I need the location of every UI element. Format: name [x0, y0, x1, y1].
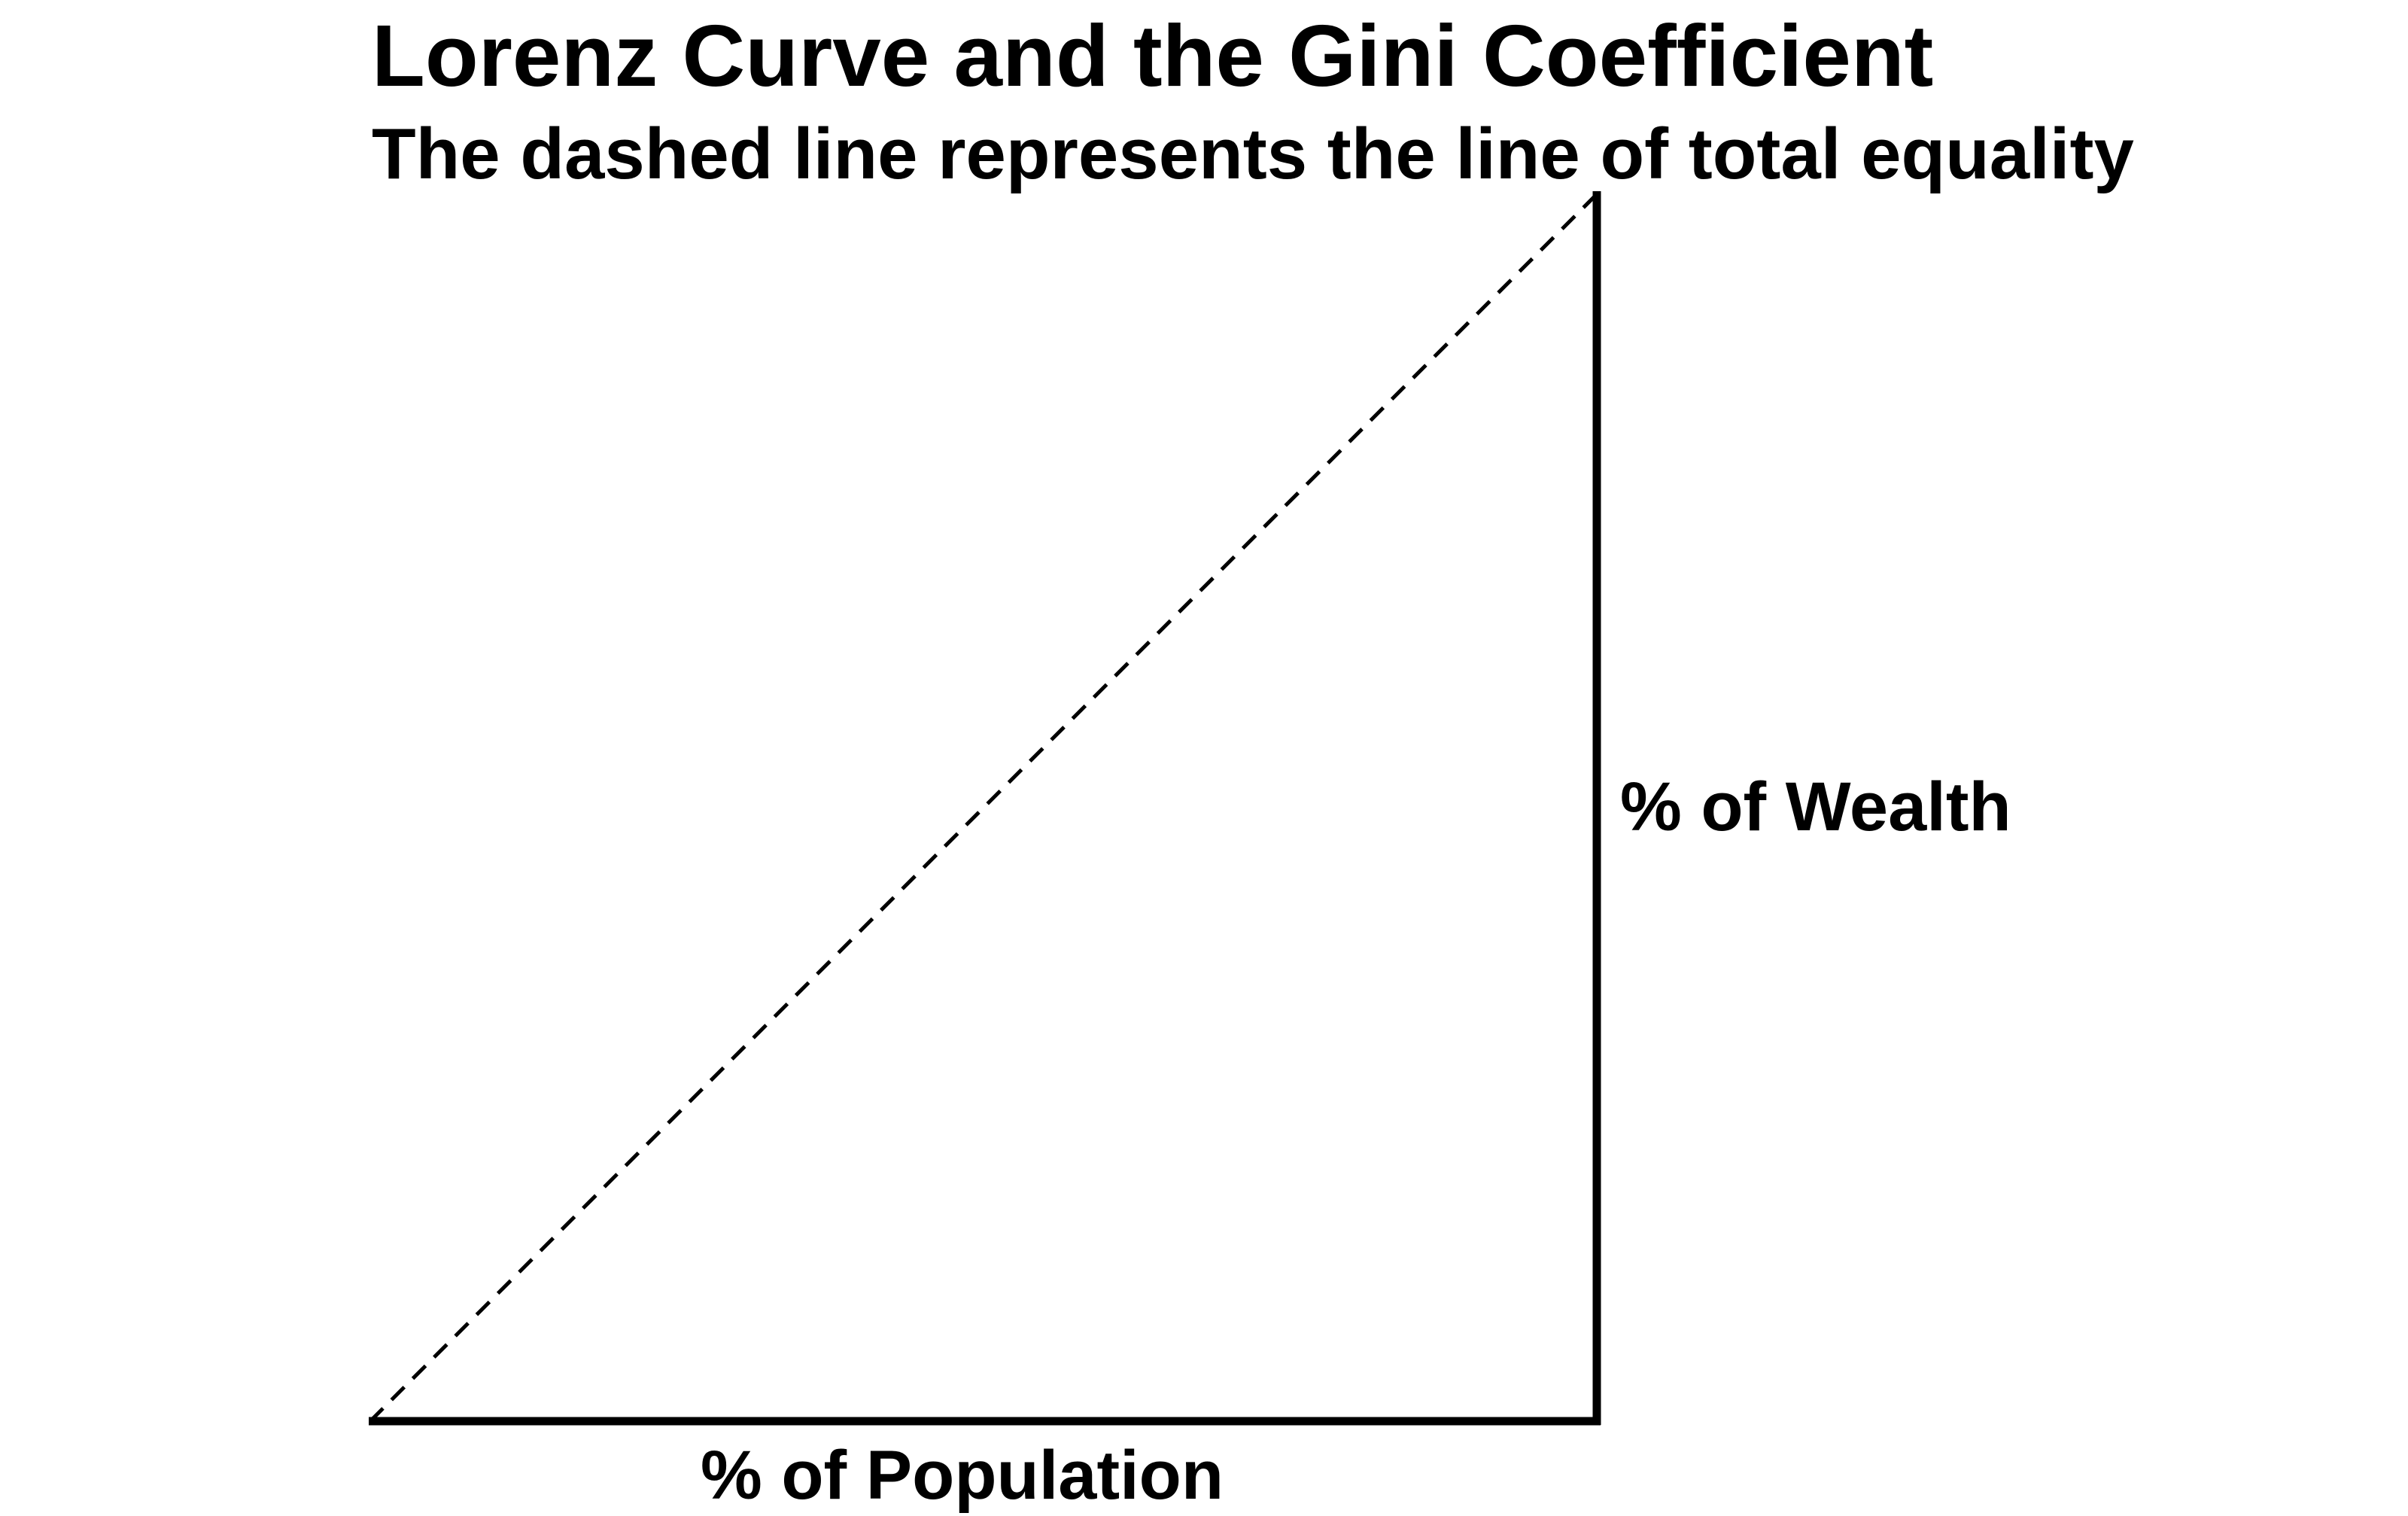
- diagram-subtitle: The dashed line represents the line of t…: [372, 114, 2134, 194]
- y-axis-label: % of Wealth: [1620, 769, 2011, 845]
- diagram-title: Lorenz Curve and the Gini Coefficient: [372, 7, 1934, 105]
- x-axis-label: % of Population: [701, 1437, 1224, 1514]
- line-of-equality: [369, 193, 1598, 1423]
